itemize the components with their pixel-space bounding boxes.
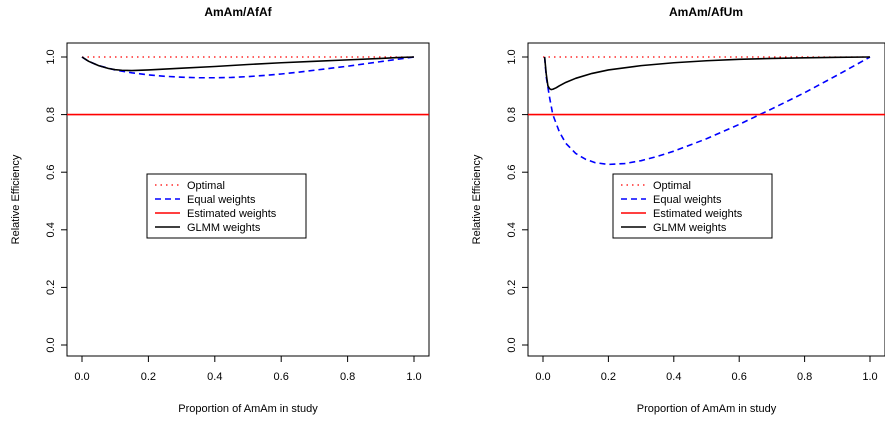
chart-panel-1: AmAm/AfAf 0.0 0.2 0.4 0.6 0.8 1.0 0.0 0.2 0.4 0.6 0… <box>10 5 430 415</box>
y-tick-label: 0.2 <box>45 280 57 295</box>
series-group <box>67 56 429 116</box>
x-tick-label: 1.0 <box>862 371 877 383</box>
y-axis-label: Relative Efficiency <box>471 154 483 244</box>
series-line-equal-weights <box>81 56 415 79</box>
legend: Optimal Equal weights Estimated weights GLM… <box>146 173 307 239</box>
x-tick-label: 0.4 <box>666 371 681 383</box>
y-tick-label: 0.0 <box>45 337 57 352</box>
legend-label: Estimated weights <box>653 208 743 220</box>
y-tick-label: 0.8 <box>45 107 57 122</box>
x-tick-label: 0.8 <box>797 371 812 383</box>
x-tick-label: 0.4 <box>207 371 222 383</box>
series-line-glmm-weights <box>81 56 415 72</box>
chart-panel-2: AmAm/AfUm 0.0 0.2 0.4 0.6 0.8 1.0 0.0 0.2 0.4 0.6 0… <box>471 5 885 415</box>
y-tick-label: 1.0 <box>506 49 518 64</box>
legend-label: Estimated weights <box>187 208 277 220</box>
y-tick-label: 0.0 <box>506 337 518 352</box>
y-tick-label: 1.0 <box>45 49 57 64</box>
plot-frame <box>66 42 430 357</box>
x-tick-label: 0.0 <box>74 371 89 383</box>
y-tick-label: 0.6 <box>45 165 57 180</box>
y-tick-label: 0.8 <box>506 107 518 122</box>
y-tick-label: 0.2 <box>506 280 518 295</box>
legend-label: GLMM weights <box>653 222 727 234</box>
legend-label: Equal weights <box>187 194 256 206</box>
y-tick-label: 0.6 <box>506 165 518 180</box>
plot-frame <box>527 42 885 357</box>
x-tick-label: 0.6 <box>274 371 289 383</box>
x-axis-label: Proportion of AmAm in study <box>637 403 777 415</box>
chart-title: AmAm/AfAf <box>204 5 272 19</box>
x-tick-label: 0.6 <box>732 371 747 383</box>
y-tick-label: 0.4 <box>506 222 518 237</box>
legend-label: Optimal <box>653 180 691 192</box>
series-group <box>528 56 885 166</box>
legend-label: Optimal <box>187 180 225 192</box>
x-tick-label: 1.0 <box>406 371 421 383</box>
x-tick-label: 0.8 <box>340 371 355 383</box>
y-tick-label: 0.4 <box>45 222 57 237</box>
legend: Optimal Equal weights Estimated weights GLM… <box>612 173 773 239</box>
series-line-equal-weights <box>543 56 871 166</box>
x-axis-label: Proportion of AmAm in study <box>178 403 318 415</box>
legend-label: GLMM weights <box>187 222 261 234</box>
legend-label: Equal weights <box>653 194 722 206</box>
x-tick-label: 0.2 <box>601 371 616 383</box>
y-axis-label: Relative Efficiency <box>10 154 22 244</box>
series-line-glmm-weights <box>543 56 871 91</box>
x-tick-label: 0.2 <box>141 371 156 383</box>
x-tick-label: 0.0 <box>535 371 550 383</box>
chart-title: AmAm/AfUm <box>669 5 743 19</box>
